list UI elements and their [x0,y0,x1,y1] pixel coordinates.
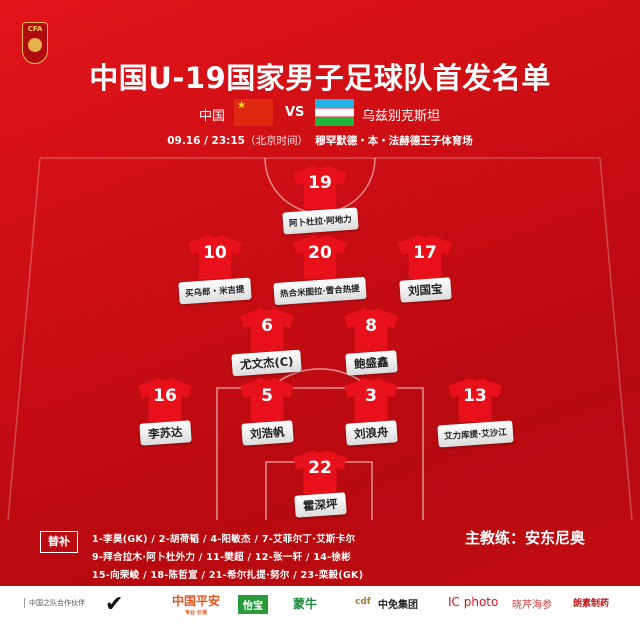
jersey-icon [240,378,294,422]
jersey-number: 13 [463,386,487,406]
subs-line: 15-向荣峻 / 18-陈哲宣 / 21-希尔扎提·努尔 / 23-栾毅(GK) [92,570,364,581]
player-name: 艾力库提·艾沙江 [436,420,514,448]
jersey-icon [293,235,347,279]
player-20: 20 热合米图拉·雪合热提 [265,235,375,306]
head-coach: 主教练：安东尼奥 [465,529,586,547]
timezone: （北京时间） [244,135,308,147]
china-flag-icon: ★ [234,99,273,126]
player-name: 买乌郎・米吉提 [178,277,252,305]
jersey-icon [138,378,192,422]
flag-star: ★ [237,100,246,111]
venue: 穆罕默德・本・法赫德王子体育场 [315,135,473,147]
jersey-number: 5 [261,386,273,406]
xiaoqin-logo: 晓芹海参 [512,600,552,611]
home-team: 中国 [199,109,226,124]
player-22: 22 霍深坪 [265,450,375,518]
jersey-icon [293,165,347,209]
jersey-number: 6 [261,316,273,336]
player-name: 李苏达 [139,420,191,446]
player-name: 刘国宝 [399,277,451,303]
player-16: 16 李苏达 [110,378,220,446]
jersey-number: 20 [308,243,332,263]
sponsor-tagline: 专业·价值 [185,610,207,616]
jersey-icon [293,450,347,494]
jersey-number: 3 [365,386,377,406]
jersey-number: 19 [308,173,332,193]
jersey-number: 8 [365,316,377,336]
jersey-icon [188,235,242,279]
jersey-number: 17 [413,243,437,263]
player-17: 17 刘国宝 [370,235,480,303]
match-datetime: 09.16 / 23:15 [167,135,245,147]
subs-line: 9-拜合拉木·阿卜杜外力 / 11-樊超 / 12-张一轩 / 14-徐彬 [92,552,352,563]
jersey-icon [240,308,294,352]
langsu-logo: 朗素制药 [573,599,610,609]
cfa-logo: CFA [22,22,48,64]
pingan-logo: 中国平安专业·价值 [172,592,220,616]
player-3: 3 刘浪舟 [316,378,426,446]
jersey-icon [344,308,398,352]
subs-label: 替补 [40,531,78,553]
player-10: 10 买乌郎・米吉提 [160,235,270,305]
player-name: 鲍盛鑫 [345,350,397,376]
jersey-icon [448,378,502,422]
jersey-number: 10 [203,243,227,263]
player-6: 6 尤文杰(C) [212,308,322,377]
mengniu-logo: 蒙牛 [293,597,318,611]
nike-logo: ✔ [105,592,124,617]
jersey-icon [344,378,398,422]
sponsor-bar: 中国之队合作伙伴 ✔ 中国平安专业·价值 怡宝 蒙牛 cdf 中免集团 IC p… [0,586,640,640]
vs-label: VS [285,105,305,120]
jersey-number: 16 [153,386,177,406]
sponsor-name: 中国平安 [172,594,221,608]
player-name: 刘浪舟 [345,420,397,446]
lineup-poster: CFA 中国U-19国家男子足球队首发名单 中国 ★ VS 乌兹别克斯坦 09.… [0,0,640,586]
player-name: 尤文杰(C) [231,349,303,377]
cbest-logo: 怡宝 [238,595,268,614]
player-name: 阿卜杜拉·阿地力 [281,207,359,235]
player-name: 热合米图拉·雪合热提 [273,276,367,306]
cdfg-logo: 中免集团 [378,600,418,611]
logo-text: CFA [27,25,43,33]
player-13: 13 艾力库提·艾沙江 [420,378,530,448]
subs-line: 1-李昊(GK) / 2-胡荷韬 / 4-阳敏杰 / 7-艾菲尔丁·艾斯卡尔 [92,534,356,545]
icphoto-logo: IC photo [448,595,499,609]
jersey-number: 22 [308,458,332,478]
player-5: 5 刘浩帆 [212,378,322,446]
uzbekistan-flag-icon [315,99,354,126]
player-name: 霍深坪 [294,492,346,518]
match-info: 09.16 / 23:15（北京时间） 穆罕默德・本・法赫德王子体育场 [0,133,640,148]
page-title: 中国U-19国家男子足球队首发名单 [89,61,551,95]
sponsors-label: 中国之队合作伙伴 [24,598,85,608]
player-8: 8 鲍盛鑫 [316,308,426,376]
jersey-icon [398,235,452,279]
cdf-logo: cdf [355,597,371,607]
away-team: 乌兹别克斯坦 [362,109,441,124]
player-name: 刘浩帆 [241,420,293,446]
player-19: 19 阿卜杜拉·阿地力 [265,165,375,235]
